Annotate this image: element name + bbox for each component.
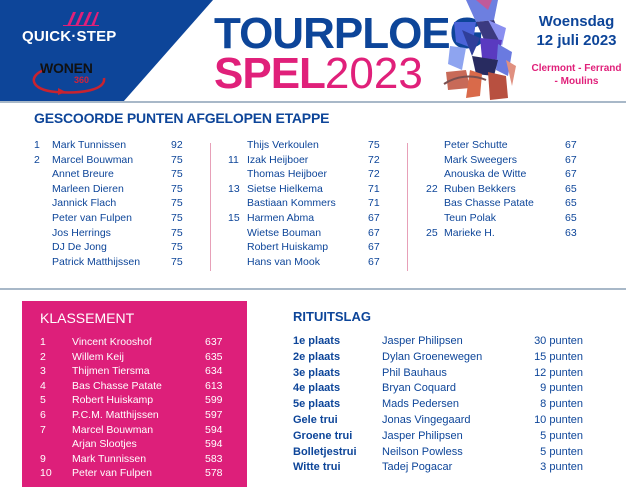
stage-points-row: Annet Breure 75 — [52, 168, 183, 181]
quick-step-text: QUICK·STEP — [22, 28, 117, 45]
stage-points-row: Jannick Flach 75 — [52, 197, 183, 210]
rituitslag-list: 1e plaats Jasper Philipsen 30 punten 2e pl… — [293, 335, 583, 477]
column-divider — [407, 143, 408, 271]
stage-points-row: Mark Sweegers 67 — [444, 153, 577, 166]
rituitslag-row: 4e plaats Bryan Coquard 9 punten — [293, 382, 583, 395]
stage-points-row: Patrick Matthijssen 75 — [52, 255, 183, 268]
klassement-row: 9 Mark Tunnissen 583 — [40, 452, 223, 465]
stage-points-row: Anouska de Witte 67 — [444, 168, 577, 181]
route-line-2: - Moulins — [554, 76, 599, 87]
quick-step-logo: QUICK·STEP — [14, 4, 134, 52]
title-tourploeg: TOURPLOEG — [214, 9, 484, 58]
stage-points-row: DJ De Jong 75 — [52, 241, 183, 254]
rituitslag-row: Groene trui Jasper Philipsen 5 punten — [293, 429, 583, 442]
klassement-row: 10 Peter van Fulpen 578 — [40, 467, 223, 480]
klassement-list: 1 Vincent Krooshof 637 2 Willem Keij 635 3 Th… — [40, 336, 240, 482]
date-day: Woensdag — [538, 13, 615, 30]
rituitslag-title: RITUITSLAG — [293, 309, 371, 324]
stage-points-row: 13 Sietse Hielkema 71 — [228, 182, 380, 195]
klassement-row: 1 Vincent Krooshof 637 — [40, 336, 223, 348]
stage-points-row: Marleen Dieren 75 — [52, 182, 183, 195]
stage-points-column-2: Thijs Verkoulen 75 11 Izak Heijboer 72 Thom… — [228, 139, 388, 270]
wonen-swoosh-icon — [32, 68, 106, 95]
klassement-row: Arjan Slootjes 594 — [72, 438, 223, 451]
stage-route: Clermont - Ferrand - Moulins — [527, 62, 626, 88]
stage-points-title: GESCOORDE PUNTEN AFGELOPEN ETAPPE — [34, 110, 330, 126]
stage-points-row: 15 Harmen Abma 67 — [228, 211, 380, 224]
stage-points-column-3: Peter Schutte 67 Mark Sweegers 67 Anouska … — [426, 139, 586, 241]
header-banner: QUICK·STEP WONEN 360 TOURPLOEG SPEL2023 … — [0, 0, 626, 102]
section-divider — [0, 288, 626, 290]
klassement-panel: KLASSEMENT 1 Vincent Krooshof 637 2 Willem … — [22, 301, 247, 487]
stage-points-row: 25 Marieke H. 63 — [426, 226, 577, 239]
stage-points-row: 1 Mark Tunnissen 92 — [34, 139, 183, 151]
rituitslag-row: Witte trui Tadej Pogacar 3 punten — [293, 461, 583, 474]
stage-points-row: Robert Huiskamp 67 — [247, 241, 380, 254]
rituitslag-row: Bolletjestrui Neilson Powless 5 punten — [293, 445, 583, 458]
rituitslag-row: 1e plaats Jasper Philipsen 30 punten — [293, 335, 583, 347]
klassement-row: 7 Marcel Bouwman 594 — [40, 423, 223, 436]
klassement-row: 6 P.C.M. Matthijssen 597 — [40, 408, 223, 421]
klassement-row: 5 Robert Huiskamp 599 — [40, 394, 223, 407]
date-box: Woensdag 12 juli 2023 Clermont - Ferrand… — [527, 12, 626, 88]
stage-points-row: Peter van Fulpen 75 — [52, 211, 183, 224]
rituitslag-row: 3e plaats Phil Bauhaus 12 punten — [293, 366, 583, 379]
stage-points-row: Thijs Verkoulen 75 — [247, 139, 380, 151]
klassement-row: 3 Thijmen Tiersma 634 — [40, 365, 223, 378]
wonen-360-logo: WONEN 360 — [26, 58, 116, 96]
header-divider — [0, 101, 626, 103]
klassement-title: KLASSEMENT — [40, 310, 135, 326]
stage-points-row: Thomas Heijboer 72 — [247, 168, 380, 181]
stage-points-row: Peter Schutte 67 — [444, 139, 577, 151]
column-divider — [210, 143, 211, 271]
klassement-row: 4 Bas Chasse Patate 613 — [40, 379, 223, 392]
title-spel-2023: SPEL2023 — [214, 52, 423, 96]
rituitslag-row: Gele trui Jonas Vingegaard 10 punten — [293, 413, 583, 426]
stage-points-row: 22 Ruben Bekkers 65 — [426, 182, 577, 195]
stage-points-row: Bastiaan Kommers 71 — [247, 197, 380, 210]
rituitslag-row: 2e plaats Dylan Groenewegen 15 punten — [293, 350, 583, 363]
stage-points-row: Jos Herrings 75 — [52, 226, 183, 239]
rituitslag-row: 5e plaats Mads Pedersen 8 punten — [293, 398, 583, 411]
klassement-row: 2 Willem Keij 635 — [40, 350, 223, 363]
wonen-360-text: 360 — [74, 75, 90, 85]
title-year: 2023 — [324, 49, 423, 98]
cyclist-illustration-icon — [443, 0, 516, 100]
wonen-text: WONEN — [40, 60, 93, 76]
stage-points-row: Bas Chasse Patate 65 — [444, 197, 577, 210]
route-line-1: Clermont - Ferrand — [531, 63, 622, 74]
quick-step-stripes-icon — [63, 12, 99, 26]
stage-points-row: 2 Marcel Bouwman 75 — [34, 153, 183, 166]
stage-points-row: 11 Izak Heijboer 72 — [228, 153, 380, 166]
title-spel: SPEL — [214, 49, 326, 98]
stage-points-row: Wietse Bouman 67 — [247, 226, 380, 239]
stage-points-column-1: 1 Mark Tunnissen 92 2 Marcel Bouwman 75 Anne… — [34, 139, 194, 270]
stage-points-row: Hans van Mook 67 — [247, 255, 380, 268]
stage-points-row: Teun Polak 65 — [444, 211, 577, 224]
date-full: 12 juli 2023 — [536, 32, 617, 49]
